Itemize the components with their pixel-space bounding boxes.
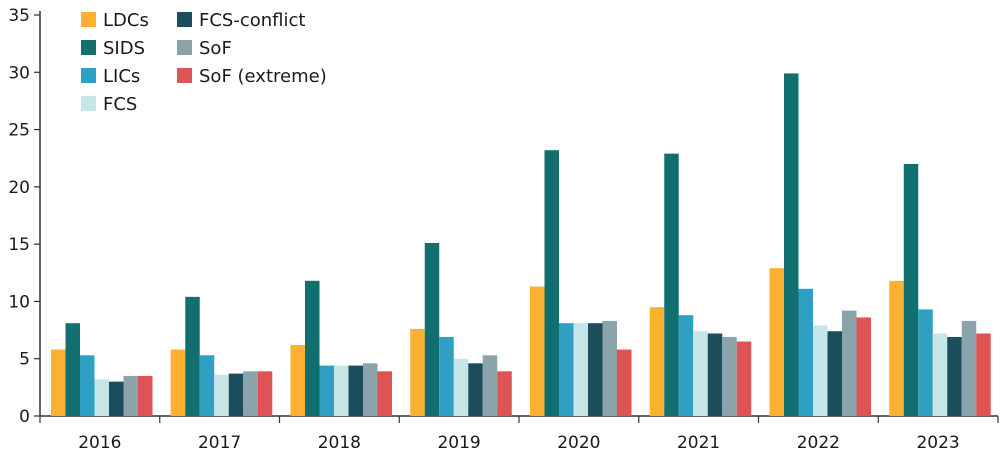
bar-sof-extreme-2019 [497,371,512,416]
bar-fcs-2017 [214,374,229,416]
bar-sof-extreme-2022 [856,317,871,416]
x-tick-label: 2022 [797,433,840,453]
bar-fcs-2023 [932,333,948,416]
bar-sof-2018 [363,363,378,416]
x-axis: 2016 2017 2018 2019 2020 2021 2022 2023 [39,415,999,453]
bar-sids-2022 [784,73,799,416]
bar-sids-2017 [185,296,200,416]
bar-ldcs-2019 [410,328,425,416]
legend-label-sof: SoF [199,38,232,59]
legend-swatch-fcs [81,96,96,111]
legend-swatch-sids [81,40,96,55]
bar-ldcs-2018 [290,344,305,416]
bar-sof-2017 [243,371,258,416]
legend-swatch-fcs-conflict [177,12,192,27]
bar-lics-2022 [798,288,813,416]
bar-fcs-2016 [94,379,109,416]
legend-label-sids: SIDS [103,38,145,59]
legend-label-fcs-conflict: FCS-conflict [199,10,305,31]
x-tick-label: 2019 [437,433,480,453]
bar-sids-2020 [544,150,559,417]
x-tick-label: 2023 [916,433,959,453]
bar-ldcs-2016 [51,349,66,416]
legend-label-lics: LICs [103,66,140,87]
bar-sof-extreme-2016 [138,375,153,416]
legend: LDCs SIDS LICs FCS FCS-conflict SoF SoF (extre… [81,10,327,115]
bar-lics-2021 [678,315,694,416]
x-tick-label: 2021 [677,433,720,453]
bar-ldcs-2017 [170,349,186,416]
bar-fcs-conflict-2018 [348,365,363,416]
bar-fcs-conflict-2020 [588,323,603,416]
bar-sof-extreme-2018 [377,371,392,416]
y-tick-label: 35 [8,6,30,26]
bar-ldcs-2022 [769,268,784,416]
legend-swatch-sof-extreme [177,68,192,83]
bar-lics-2016 [80,355,95,416]
legend-swatch-lics [81,68,96,83]
bar-sof-extreme-2017 [257,371,273,416]
legend-label-sof-extreme: SoF (extreme) [199,66,327,87]
bar-sids-2021 [664,153,679,417]
bar-lics-2017 [199,355,215,416]
bar-sof-2021 [722,336,737,416]
x-tick-label: 2018 [318,433,361,453]
y-tick-label: 25 [8,121,30,141]
bar-sids-2019 [424,242,440,416]
legend-label-fcs: FCS [103,94,137,115]
bar-lics-2018 [319,365,334,416]
bar-ldcs-2023 [889,280,904,416]
x-tick-label: 2016 [78,433,121,453]
bar-fcs-conflict-2023 [947,336,962,416]
y-tick-label: 30 [8,63,30,83]
bar-fcs-2020 [573,323,588,416]
bar-sof-extreme-2020 [617,349,632,416]
legend-label-ldcs: LDCs [103,10,149,31]
bar-sof-2022 [842,310,857,416]
y-tick-label: 20 [8,178,30,198]
y-tick-label: 10 [8,292,30,312]
legend-swatch-sof [177,40,192,55]
y-tick-label: 15 [8,235,30,255]
x-tick-label: 2017 [198,433,241,453]
y-tick-label: 0 [19,407,30,427]
bar-fcs-2022 [813,325,828,416]
bar-sof-2016 [123,375,138,416]
bar-lics-2020 [559,323,574,416]
bar-sof-2020 [602,320,617,416]
bar-sof-2023 [961,320,977,416]
bar-sof-extreme-2021 [736,341,752,416]
y-axis: 0 5 10 15 20 25 30 35 [8,6,41,427]
bar-fcs-conflict-2021 [707,333,723,416]
legend-swatch-ldcs [81,12,96,27]
bar-lics-2019 [439,336,454,416]
bar-ldcs-2021 [649,307,665,416]
bar-fcs-conflict-2019 [468,363,483,416]
bar-fcs-2021 [693,331,708,416]
bar-fcs-2018 [334,365,349,416]
x-tick-label: 2020 [557,433,600,453]
bar-sids-2018 [305,280,320,416]
bars [51,73,991,417]
bar-sof-2019 [482,355,498,416]
y-tick-label: 5 [19,350,30,370]
bar-sof-extreme-2023 [976,333,991,416]
bar-fcs-conflict-2016 [109,381,124,416]
bar-fcs-conflict-2022 [827,331,842,416]
bar-lics-2023 [918,309,933,416]
bar-ldcs-2020 [530,286,545,416]
bar-sids-2016 [65,323,80,416]
bar-fcs-conflict-2017 [228,373,244,416]
bar-sids-2023 [903,163,919,416]
bar-fcs-2019 [453,358,469,416]
